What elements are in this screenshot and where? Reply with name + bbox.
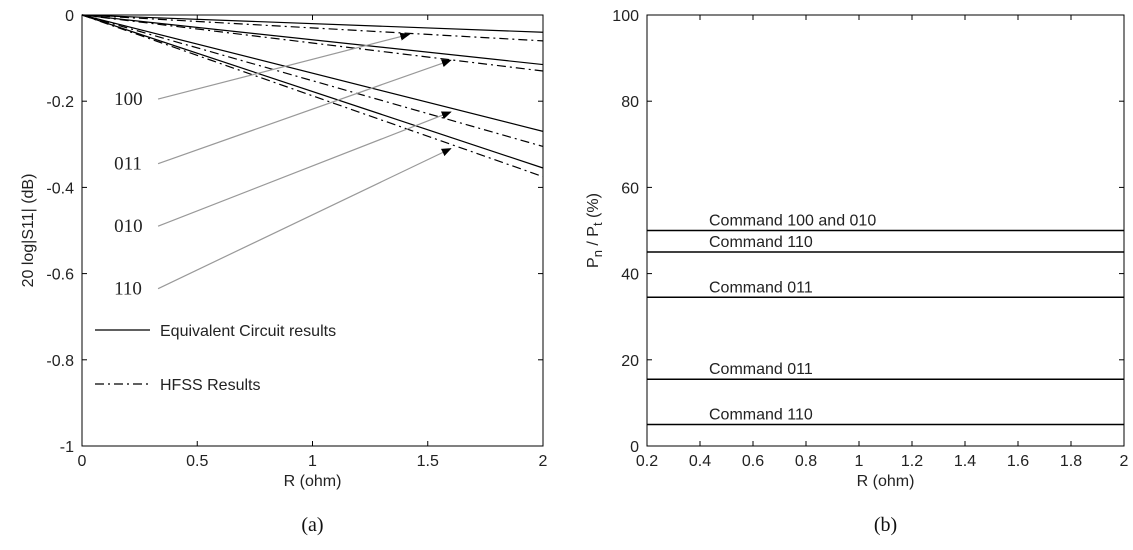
legend-label-circuit: Equivalent Circuit results [160, 323, 336, 340]
y-tick-label-a: -1 [60, 439, 74, 456]
annotation-label-011: 011 [114, 154, 142, 175]
annotation-arrow-011 [157, 59, 452, 165]
y-label-p: P [585, 257, 602, 268]
y-tick-label-b: 0 [630, 439, 639, 456]
panel-b: 0.2 0.4 0.6 0.8 1 1.2 1.4 1.6 1.8 2020406080100R … [585, 8, 1129, 536]
y-tick-label-b: 80 [621, 94, 639, 111]
y-tick-label-a: -0.4 [46, 180, 74, 197]
series-label-b: Command 011 [709, 361, 813, 378]
caption-a: (a) [301, 514, 323, 536]
annotation-label-100: 100 [114, 89, 143, 110]
series-label-b: Command 011 [709, 279, 813, 296]
y-tick-label-b: 100 [612, 8, 639, 25]
x-tick-label-b: 1.4 [954, 453, 976, 470]
annotation-label-010: 010 [114, 216, 143, 237]
annotation-label-110: 110 [114, 279, 142, 300]
x-tick-label-b: 1.8 [1060, 453, 1082, 470]
y-tick-label-a: -0.2 [46, 94, 74, 111]
series-line-a-110-hfss [81, 14, 544, 178]
series-line-a-010-hfss [81, 14, 544, 148]
legend-label-hfss: HFSS Results [160, 377, 260, 394]
series-label-b: Command 110 [709, 406, 813, 423]
series-line-a-100-hfss [81, 14, 544, 42]
x-tick-label-b: 1 [855, 453, 864, 470]
y-label-unit: (%) [585, 193, 602, 222]
y-tick-label-a: -0.6 [46, 267, 74, 284]
annotation-arrow-010 [157, 111, 452, 227]
x-tick-label-b: 0.4 [689, 453, 711, 470]
y-tick-label-b: 20 [621, 353, 639, 370]
x-tick-label-a: 0.5 [186, 453, 208, 470]
x-tick-label-b: 2 [1120, 453, 1129, 470]
y-label-sub-n: n [590, 250, 605, 257]
y-axis-label-a: 20 log|S11| (dB) [20, 174, 37, 288]
panel-a: 0 0.5 1 1.5 2 0 -0.2 -0.4 -0.6 -0.8 -1 R (ohm) 20 lo… [20, 8, 548, 536]
series-line-a-011-hfss [81, 14, 544, 72]
x-tick-label-b: 1.6 [1007, 453, 1029, 470]
series-line-a-011-circuit [81, 14, 544, 66]
x-tick-label-b: 1.2 [901, 453, 923, 470]
x-tick-label-b: 0.8 [795, 453, 817, 470]
x-tick-label-a: 1 [308, 453, 317, 470]
x-tick-label-b: 0.6 [742, 453, 764, 470]
y-label-sub-t: t [590, 222, 605, 226]
y-tick-label-b: 60 [621, 180, 639, 197]
x-axis-label-b: R (ohm) [857, 473, 915, 490]
x-tick-label-a: 2 [539, 453, 548, 470]
y-tick-label-b: 40 [621, 267, 639, 284]
x-tick-label-a: 1.5 [417, 453, 439, 470]
annotation-arrow-110 [157, 148, 452, 290]
caption-b: (b) [874, 514, 897, 536]
y-axis-label-b: Pn / Pt (%) [585, 193, 605, 268]
series-label-b: Command 110 [709, 234, 813, 251]
x-tick-label-a: 0 [78, 453, 87, 470]
plot-area-a [81, 14, 544, 447]
series-line-a-100-circuit [81, 14, 544, 33]
y-label-slash: / P [585, 226, 602, 250]
series-line-a-010-circuit [81, 14, 544, 132]
x-tick-label-b: 0.2 [636, 453, 658, 470]
y-tick-label-a: -0.8 [46, 353, 74, 370]
y-tick-label-a: 0 [65, 8, 74, 25]
series-line-a-110-circuit [81, 14, 544, 169]
series-label-b: Command 100 and 010 [709, 213, 876, 230]
x-axis-label-a: R (ohm) [284, 473, 342, 490]
annotation-arrow-100 [157, 32, 411, 100]
